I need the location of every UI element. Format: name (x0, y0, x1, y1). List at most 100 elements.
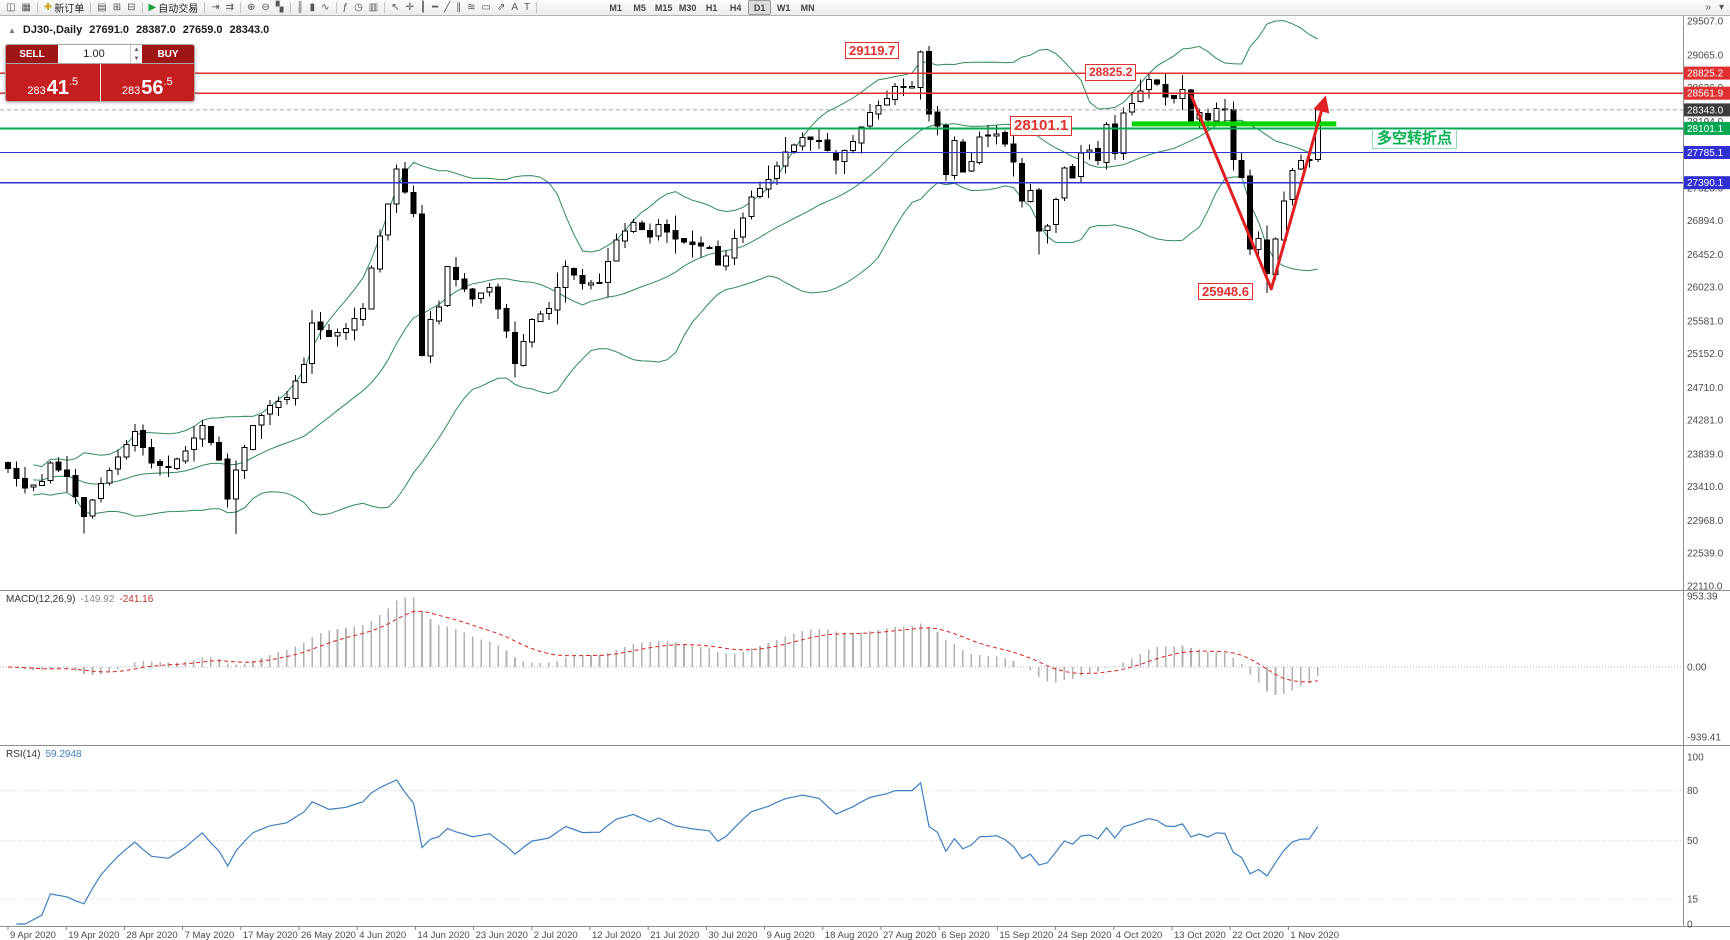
candle-body (427, 318, 434, 357)
price-tag (1684, 146, 1730, 159)
candle-body (1179, 89, 1186, 99)
candle-body (1002, 132, 1009, 145)
timeframe-m30-button[interactable]: M30 (678, 2, 697, 13)
timeframe-h4-button[interactable]: H4 (729, 2, 742, 13)
bar-chart-button[interactable]: ║ (294, 0, 307, 16)
candle-body (38, 480, 45, 486)
toolbar-customize-button[interactable]: » (1702, 0, 1714, 16)
timeframe-m1-button[interactable]: M1 (609, 2, 622, 13)
candle-body (647, 229, 654, 238)
price-tag (1684, 66, 1730, 80)
price-callout-29119-7[interactable]: 29119.7 (845, 42, 900, 59)
buy-price-button[interactable]: 283 56 .5 (100, 64, 194, 101)
indicators-button[interactable]: ƒ (340, 0, 352, 16)
timeframe-h1-button[interactable]: H1 (705, 2, 718, 13)
timeframe-d1-button[interactable]: D1 (748, 0, 772, 15)
candle-body (266, 405, 273, 415)
zoom-out-button[interactable]: ⊖ (258, 0, 272, 16)
line-chart-button[interactable]: ∿ (318, 0, 332, 16)
tile-windows-icon: ▚ (275, 1, 284, 13)
crosshair-button[interactable]: ✛ (403, 0, 417, 16)
timeframe-mn-button[interactable]: MN (800, 2, 815, 13)
timeframe-w1-button[interactable]: W1 (776, 2, 791, 13)
candle-body (174, 458, 180, 470)
candle-body (419, 213, 425, 356)
tile-windows-button[interactable]: ▚ (273, 0, 287, 16)
price-axis[interactable] (1683, 16, 1730, 926)
zoom-in-button[interactable]: ⊕ (244, 0, 258, 16)
price-callout-28825-2[interactable]: 28825.2 (1085, 64, 1137, 81)
candle-body (697, 242, 704, 247)
candle-body (807, 136, 814, 141)
candle-body (21, 477, 28, 489)
cursor-button[interactable]: ↖ (388, 0, 402, 16)
trendline-button[interactable]: ╱ (441, 0, 453, 16)
date-label: 6 Sep 2020 (941, 930, 990, 940)
volume-decrease-button[interactable]: ▼ (133, 55, 140, 62)
chart-profiles-button[interactable]: ▦ (18, 0, 33, 16)
volume-input[interactable] (58, 45, 130, 63)
candlestick-chart-button[interactable]: ▮ (307, 0, 319, 16)
chart-shift-button[interactable]: ⇥ (208, 0, 222, 16)
shapes-button[interactable]: ▭ (479, 0, 494, 16)
auto-scroll-button[interactable]: ⇉ (223, 0, 237, 16)
candle-body (199, 425, 206, 440)
auto-trading-button[interactable]: ▶ 自动交易 (146, 0, 202, 16)
candle-body (131, 431, 138, 446)
rsi-value: 59.2948 (45, 749, 82, 760)
rsi-axis-labels: 100 80 50 15 0 (1687, 753, 1704, 931)
periods-button[interactable]: ◷ (351, 0, 366, 16)
date-label: 28 Apr 2020 (126, 930, 177, 940)
templates-button[interactable]: ▥ (366, 0, 381, 16)
turning-point-label[interactable]: 多空转折点 (1372, 129, 1458, 149)
timeframe-m5-button[interactable]: M5 (633, 2, 646, 13)
fibonacci-button[interactable]: ≋ (464, 0, 478, 16)
toolbar-menu-button[interactable]: ▾ (1716, 0, 1727, 16)
market-watch-button[interactable]: ▤ (94, 0, 109, 16)
horizontal-line-button[interactable]: ━ (429, 0, 441, 16)
price-tag-value: 28825.2 (1687, 69, 1724, 80)
candle-body (824, 139, 831, 152)
price-callout-28101-1[interactable]: 28101.1 (1010, 116, 1073, 136)
sell-price-button[interactable]: 283 41 .5 (6, 64, 101, 101)
buy-button[interactable]: BUY (142, 45, 194, 63)
candle-body (157, 461, 164, 466)
trend-arrow[interactable] (1189, 94, 1330, 291)
vertical-line-button[interactable]: ┃ (417, 0, 429, 16)
auto-trading-icon: ▶ (148, 1, 157, 13)
price-callout-25948-6[interactable]: 25948.6 (1198, 283, 1253, 300)
candle-body (731, 238, 738, 259)
price-tag-value: 28343.0 (1687, 105, 1724, 116)
text-button[interactable]: A (508, 0, 521, 16)
volume-increase-button[interactable]: ▲ (133, 46, 140, 53)
arrows-button[interactable]: ⇗ (494, 0, 508, 16)
price-label: 24281.0 (1687, 416, 1724, 427)
navigator-button[interactable]: ⊟ (124, 0, 138, 16)
horizontal-line-icon: ━ (432, 1, 439, 13)
candle-body (1069, 166, 1076, 179)
candle-body (334, 331, 341, 337)
candle-body (1204, 113, 1211, 121)
macd-axis-label: 953.39 (1687, 592, 1718, 603)
date-label: 4 Jun 2020 (359, 930, 406, 940)
candle-body (207, 426, 214, 444)
data-window-button[interactable]: ⊞ (110, 0, 124, 16)
candle-body (250, 425, 256, 450)
timeframe-m15-button[interactable]: M15 (654, 2, 673, 13)
candle-body (942, 124, 949, 175)
time-axis[interactable] (0, 926, 1683, 940)
candle-body (883, 98, 890, 106)
sell-button[interactable]: SELL (6, 45, 58, 63)
toolbar-separator (384, 2, 386, 13)
candle-body (613, 239, 620, 262)
indicators-icon: ƒ (342, 1, 349, 13)
candle-body (596, 282, 603, 285)
channel-button[interactable]: ∥ (453, 0, 464, 16)
date-label: 9 Aug 2020 (767, 930, 815, 940)
candle-body (435, 306, 442, 322)
low-value: 27659.0 (182, 24, 223, 36)
text-label-button[interactable]: T (521, 0, 533, 16)
new-order-button[interactable]: ✚ 新订单 (41, 0, 87, 16)
new-chart-button[interactable]: ◫ (3, 0, 18, 16)
